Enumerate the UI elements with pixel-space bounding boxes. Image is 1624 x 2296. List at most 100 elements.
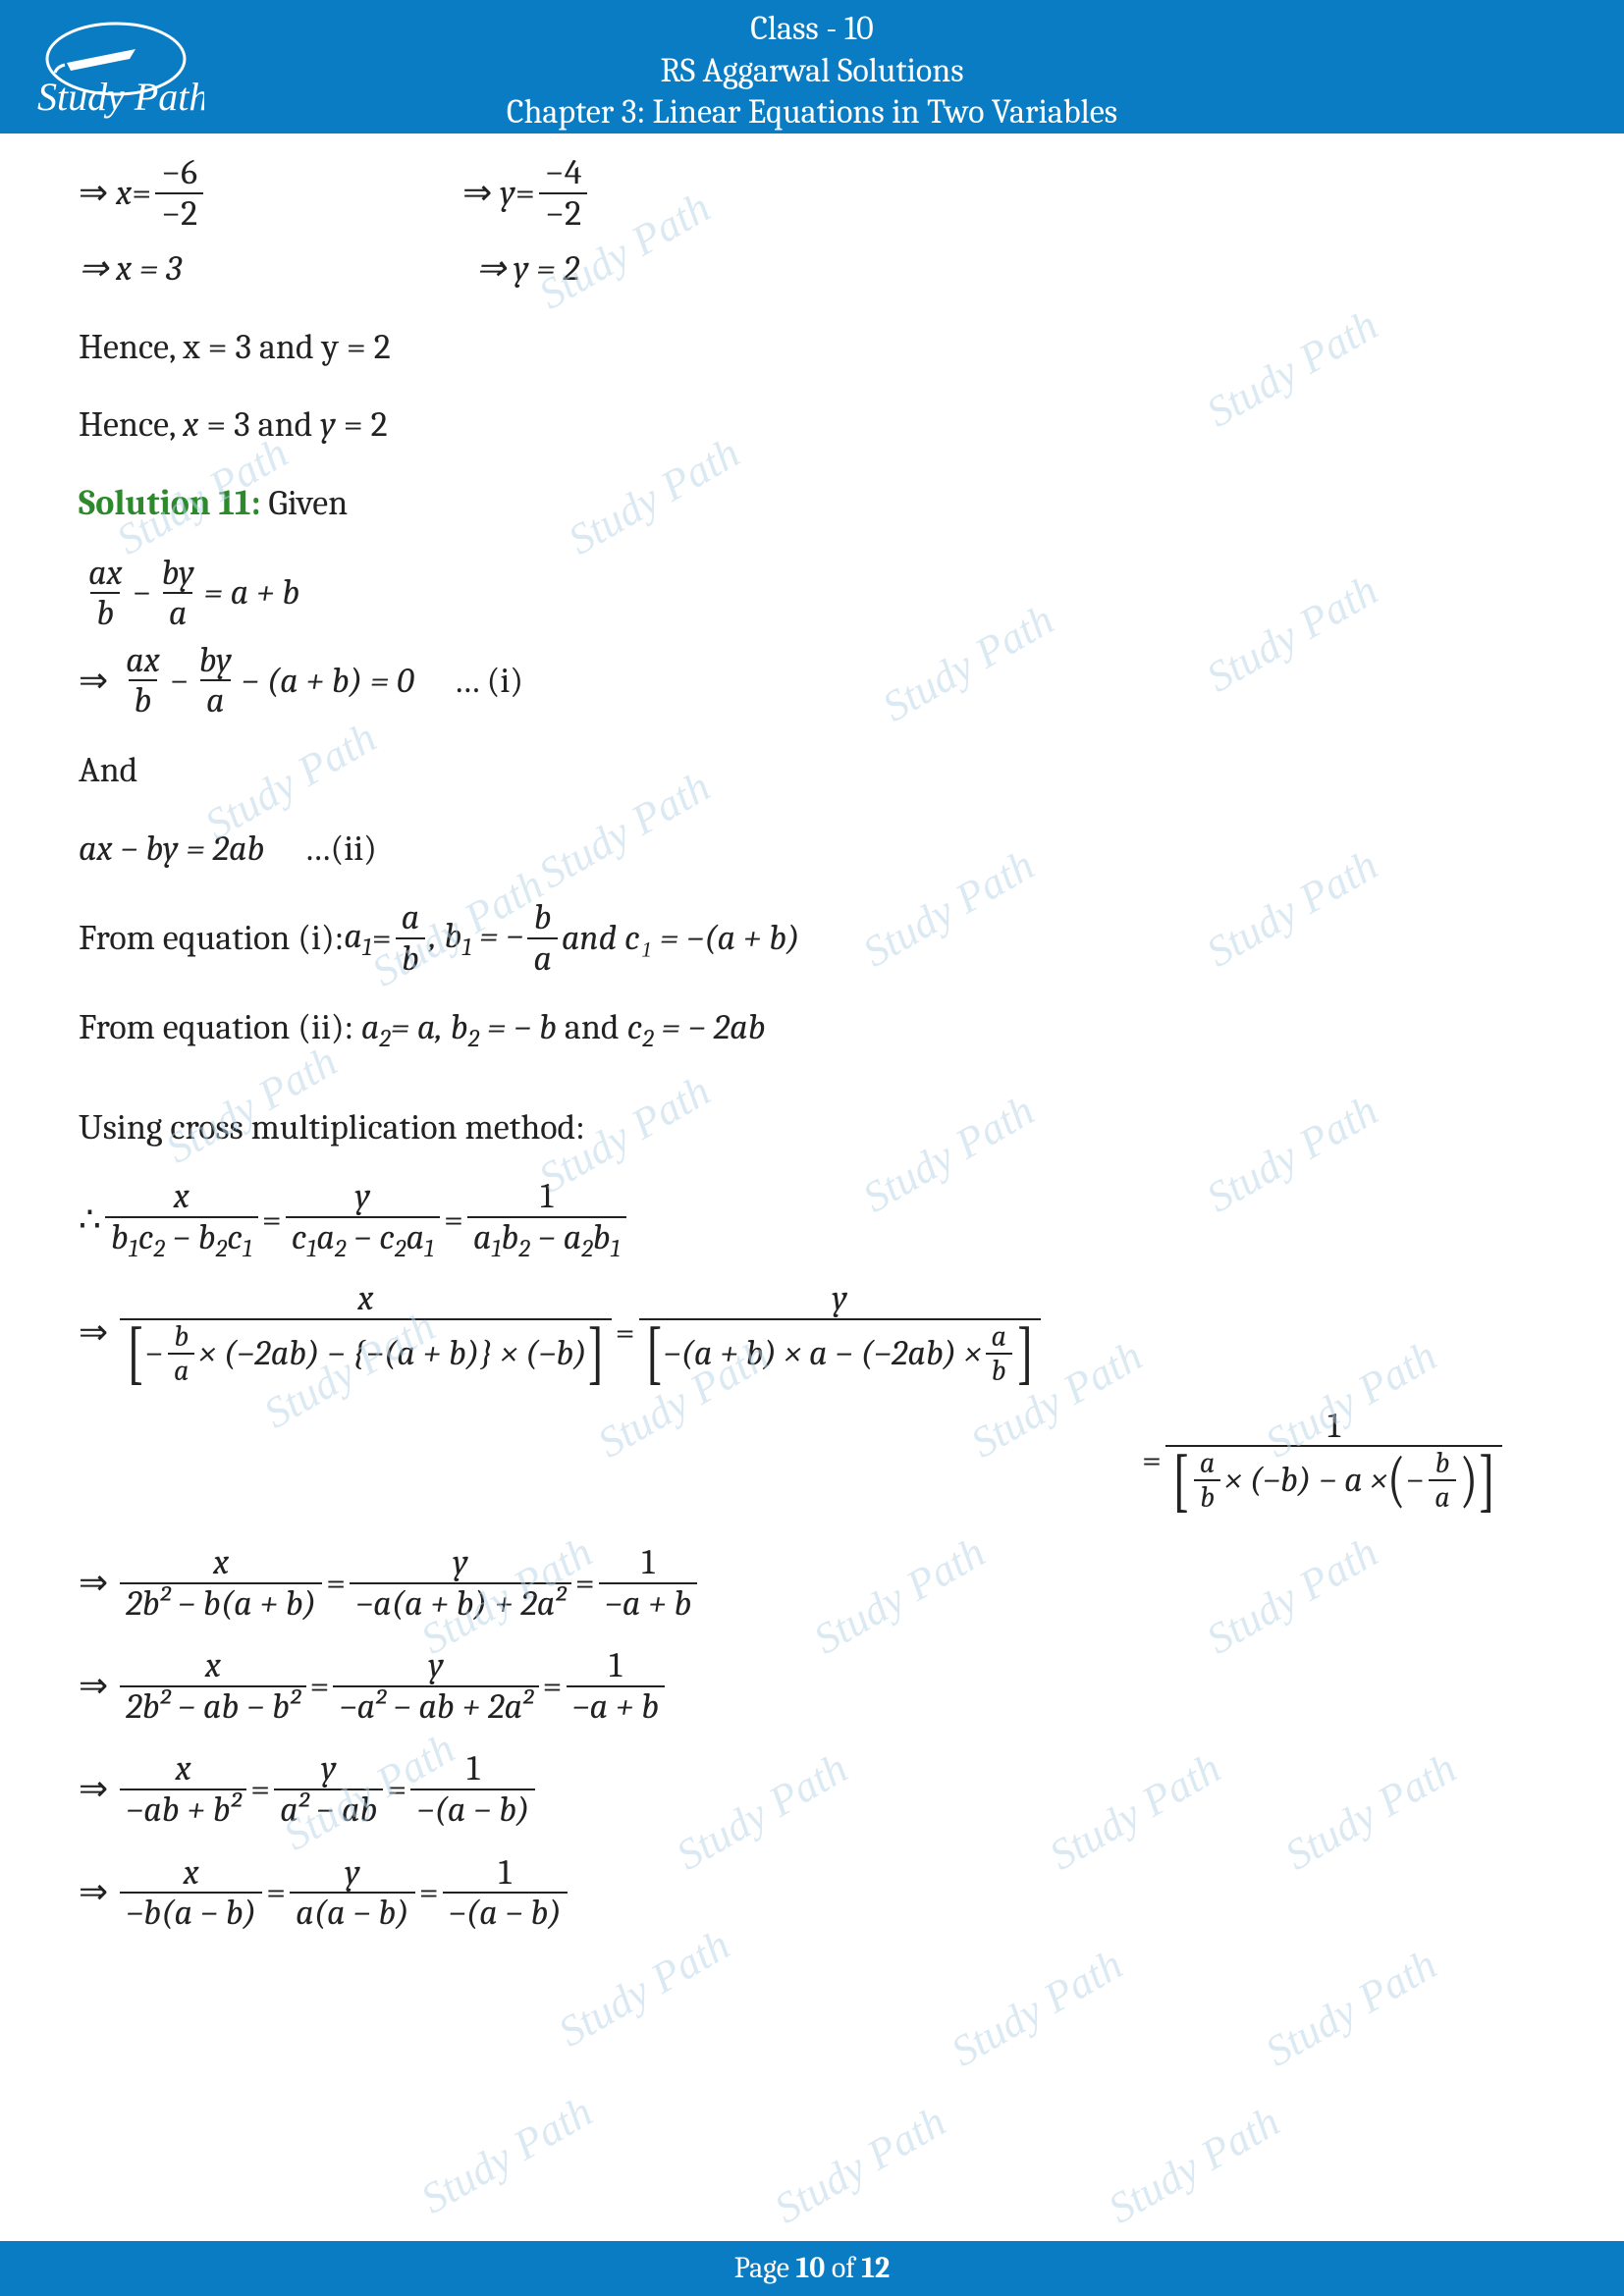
watermark: Study Path (1257, 1939, 1445, 2076)
footer-mid: of (825, 2251, 861, 2285)
numerator: −4 (539, 153, 588, 192)
simplify-3: ⇒ x−ab + b² = ya² − ab = 1−(a − b) (79, 1749, 1545, 1829)
fraction: ax b (120, 641, 166, 721)
n: 1 (603, 1646, 627, 1685)
page-footer: Page 10 of 12 (0, 2241, 1624, 2296)
n: 1 (493, 1853, 517, 1893)
n: 1 (636, 1543, 661, 1582)
num: y (350, 1177, 377, 1216)
n: x (207, 1543, 235, 1582)
fraction: −4 −2 (539, 153, 588, 233)
d: −a(a + b) + 2a² (350, 1582, 571, 1624)
n: a (985, 1320, 1011, 1353)
simplify-2: ⇒ x2b² − ab − b² = y−a² − ab + 2a² = 1−a… (79, 1646, 1545, 1726)
eq-row-1: ⇒ x = −6 −2 ⇒ y = −4 −2 (79, 153, 1545, 233)
num: y (826, 1279, 853, 1318)
from-eq-i: From equation (i): a1 = a b , b1 = − b a… (79, 898, 1545, 978)
d: −a + b (599, 1582, 698, 1624)
d: 2b² − b(a + b) (120, 1582, 322, 1624)
eq: = (1142, 1432, 1162, 1489)
den: [ ab × (−b) − a × ( − ba ) ] (1165, 1445, 1502, 1514)
hence-line: Hence, x = 3 and y = 2 (79, 397, 1545, 454)
d: −a² − ab + 2a² (333, 1685, 538, 1727)
eq-number: … (i) (454, 653, 523, 710)
implies: ⇒ (79, 1305, 108, 1362)
fraction: b a (527, 898, 558, 978)
n: 1 (460, 1749, 485, 1789)
den: b1c2 − b2c1 (105, 1216, 258, 1263)
den: a (527, 937, 558, 979)
d: −(a − b) (410, 1789, 535, 1830)
logo: Study Path (27, 12, 204, 120)
footer-page-current: 10 (796, 2251, 826, 2285)
eq-given-2: ax − by = 2ab …(ii) (79, 821, 1545, 878)
simplify-4: ⇒ x−b(a − b) = ya(a − b) = 1−(a − b) (79, 1853, 1545, 1933)
text: and c₁ = −(a + b) (562, 910, 800, 967)
den: a (200, 679, 231, 721)
watermark: Study Path (550, 1919, 738, 2056)
d: −ab + b² (120, 1789, 246, 1830)
eq-sign: = (515, 165, 535, 222)
n: y (447, 1543, 474, 1582)
eq-sign: = (132, 165, 151, 222)
fraction: ax b (82, 554, 129, 633)
footer-prefix: Page (734, 2251, 796, 2285)
solution-label: Solution 11: (79, 483, 261, 523)
num: x (352, 1279, 379, 1318)
n: x (170, 1749, 197, 1789)
implies: ⇒ (79, 1761, 108, 1818)
num: b (528, 898, 558, 937)
var-x: x (116, 165, 132, 222)
implies: ⇒ (79, 653, 108, 710)
footer-page-total: 12 (861, 2251, 890, 2285)
method-text: Using cross multiplication method: (79, 1099, 1545, 1156)
n: y (339, 1853, 366, 1893)
eq: = (372, 910, 392, 967)
fraction: x b1c2 − b2c1 (105, 1177, 258, 1263)
fraction: y [ −(a + b) × a − (−2ab) × ab ] (639, 1279, 1041, 1387)
num: 1 (1322, 1407, 1346, 1446)
den: b (396, 937, 425, 979)
den: b (129, 679, 158, 721)
simplify-1: ⇒ x2b² − b(a + b) = y−a(a + b) + 2a² = 1… (79, 1543, 1545, 1623)
fraction: by a (156, 554, 200, 633)
implies: ⇒ (79, 165, 108, 222)
n: x (199, 1646, 227, 1685)
implies: ⇒ (79, 1864, 108, 1921)
minus: − (133, 564, 152, 621)
from-eq-ii: From equation (ii): a2= a, b2 = − b and … (79, 999, 1545, 1060)
watermark: Study Path (412, 2086, 601, 2223)
d: −(a − b) (443, 1892, 568, 1933)
fraction: 1 a1b2 − a2b1 (467, 1177, 626, 1263)
therefore: ∴ (79, 1192, 101, 1249)
n: a (1194, 1447, 1220, 1479)
eq-row-2: ⇒ x = 3 ⇒ y = 2 (79, 240, 1545, 297)
var-y: y (500, 165, 515, 222)
den: [ −(a + b) × a − (−2ab) × ab ] (639, 1318, 1041, 1387)
t: × (−2ab) − {−(a + b)} × (−b) (198, 1334, 586, 1373)
given-text: Given (261, 483, 349, 523)
den: a1b2 − a2b1 (467, 1216, 626, 1263)
cross-mult-formula: ∴ x b1c2 − b2c1 = y c1a2 − c2a1 = 1 a1b2… (79, 1177, 1545, 1263)
logo-text: Study Path (37, 75, 204, 119)
d: −b(a − b) (120, 1892, 262, 1933)
d: 2b² − ab − b² (120, 1685, 305, 1727)
den: a (163, 592, 193, 633)
text: From equation (i): (79, 910, 344, 967)
implies: ⇒ (79, 1658, 108, 1715)
num: x (168, 1177, 195, 1216)
eq-given-1: ax b − by a = a + b (79, 554, 1545, 633)
num: a (396, 898, 426, 937)
rhs: = a + b (204, 564, 300, 621)
equation: ax − by = 2ab (79, 821, 264, 878)
solution-11-heading: Solution 11: Given (79, 475, 1545, 532)
cross-mult-expand-2: = 1 [ ab × (−b) − a × ( − ba ) ] (79, 1407, 1545, 1515)
header-class: Class - 10 (0, 8, 1624, 50)
n: y (422, 1646, 450, 1685)
n: b (1430, 1447, 1456, 1479)
num: by (156, 554, 200, 593)
num: by (193, 641, 238, 680)
hence-line: Hence, x = 3 and y = 2 (79, 319, 1545, 376)
d: a (1429, 1479, 1455, 1514)
d: a² − ab (274, 1789, 383, 1830)
